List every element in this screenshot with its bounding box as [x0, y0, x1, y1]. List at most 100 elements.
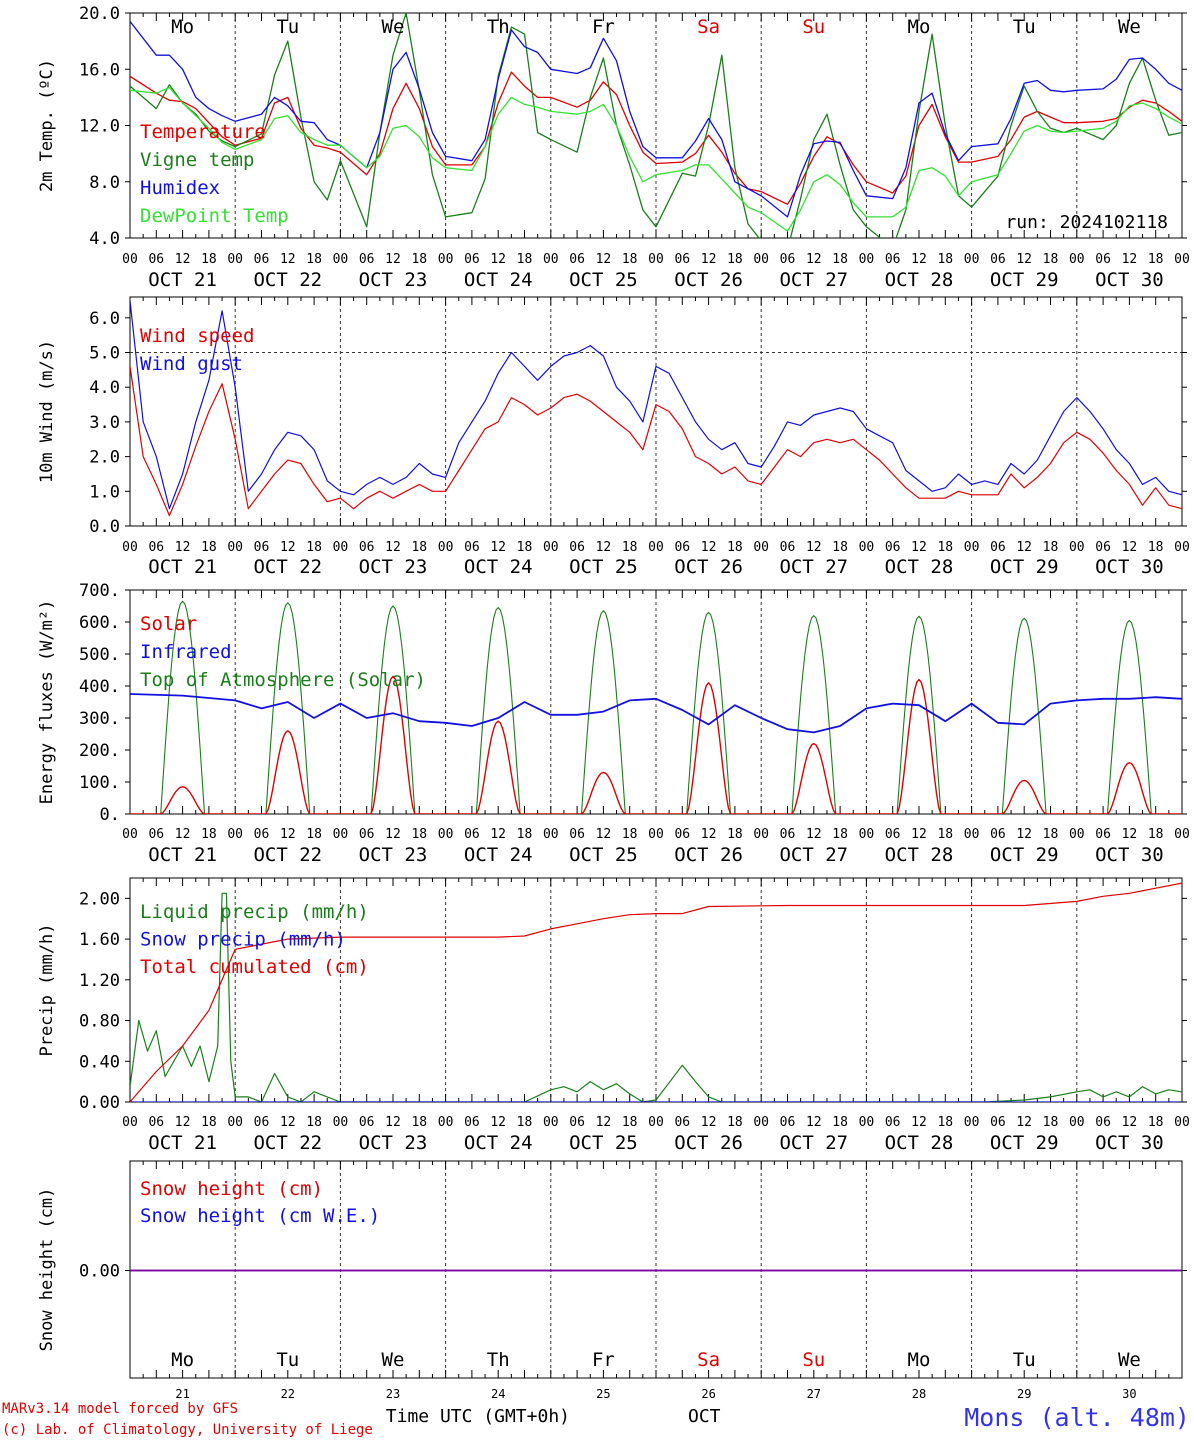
hour-tick-label: 12: [701, 540, 717, 555]
hour-tick-label: 06: [148, 540, 164, 555]
date-label: OCT 21: [148, 1132, 217, 1154]
series-dewpoint-temp: [130, 86, 1182, 232]
hour-tick-label: 12: [911, 252, 927, 267]
hour-tick-label: 00: [438, 827, 454, 842]
hour-tick-label: 06: [359, 252, 375, 267]
hour-tick-label: 06: [1095, 252, 1111, 267]
day-number: 25: [596, 1387, 610, 1401]
date-label: OCT 27: [779, 844, 848, 866]
hour-tick-label: 18: [727, 1115, 743, 1130]
hour-tick-label: 06: [464, 252, 480, 267]
hour-tick-label: 12: [701, 827, 717, 842]
date-label: OCT 21: [148, 269, 217, 291]
hour-tick-label: 06: [780, 540, 796, 555]
date-label: OCT 22: [253, 1132, 322, 1154]
hour-tick-label: 12: [385, 252, 401, 267]
weekday-label: Sa: [697, 1349, 720, 1371]
y-tick-label: 12.0: [79, 117, 120, 137]
hour-tick-label: 06: [569, 1115, 585, 1130]
series-temperature: [130, 71, 1182, 205]
hour-tick-label: 18: [517, 252, 533, 267]
hour-tick-label: 00: [333, 1115, 349, 1130]
y-axis-label: Energy fluxes (W/m²): [37, 600, 57, 805]
hour-tick-label: 18: [937, 540, 953, 555]
hour-tick-label: 06: [674, 252, 690, 267]
date-label: OCT 25: [569, 556, 638, 578]
y-tick-label: 0.0: [89, 517, 120, 537]
hour-tick-label: 06: [569, 252, 585, 267]
hour-tick-label: 06: [254, 540, 270, 555]
y-tick-label: 5.0: [89, 344, 120, 364]
x-axis-title: Time UTC (GMT+0h): [386, 1406, 570, 1427]
hour-tick-label: 12: [701, 252, 717, 267]
legend-temperature: Temperature: [140, 121, 266, 143]
date-label: OCT 30: [1095, 556, 1164, 578]
series-humidex: [130, 21, 1182, 218]
hour-tick-label: 06: [464, 827, 480, 842]
hour-tick-label: 06: [990, 1115, 1006, 1130]
legend-infrared: Infrared: [140, 641, 232, 663]
hour-tick-label: 12: [175, 827, 191, 842]
hour-tick-label: 06: [569, 540, 585, 555]
hour-tick-label: 00: [1174, 540, 1190, 555]
hour-tick-label: 18: [1148, 827, 1164, 842]
weekday-label: Mo: [908, 1349, 931, 1371]
hour-tick-label: 12: [1122, 252, 1138, 267]
date-label: OCT 26: [674, 844, 743, 866]
hour-tick-label: 06: [885, 540, 901, 555]
hour-tick-label: 12: [1016, 540, 1032, 555]
hour-tick-label: 00: [964, 252, 980, 267]
hour-tick-label: 06: [464, 540, 480, 555]
y-tick-label: 300.: [79, 709, 120, 729]
date-label: OCT 27: [779, 269, 848, 291]
hour-tick-label: 06: [990, 540, 1006, 555]
legend-snow-height-cm-w-e: Snow height (cm W.E.): [140, 1205, 380, 1227]
y-axis-label: Precip (mm/h): [37, 923, 57, 1056]
hour-tick-label: 12: [911, 1115, 927, 1130]
hour-tick-label: 18: [411, 1115, 427, 1130]
date-label: OCT 25: [569, 269, 638, 291]
weekday-label: Mo: [171, 1349, 194, 1371]
hour-tick-label: 00: [648, 252, 664, 267]
hour-tick-label: 18: [832, 1115, 848, 1130]
weekday-label: We: [382, 1349, 405, 1371]
y-tick-label: 4.0: [89, 229, 120, 249]
hour-tick-label: 00: [122, 252, 138, 267]
hour-tick-label: 12: [911, 827, 927, 842]
y-tick-label: 8.0: [89, 173, 120, 193]
hour-tick-label: 00: [859, 1115, 875, 1130]
hour-tick-label: 18: [1148, 540, 1164, 555]
hour-tick-label: 18: [832, 827, 848, 842]
date-label: OCT 26: [674, 556, 743, 578]
series-wind-gust: [130, 300, 1182, 510]
hour-tick-label: 12: [490, 1115, 506, 1130]
hour-tick-label: 00: [964, 1115, 980, 1130]
hour-tick-label: 12: [596, 1115, 612, 1130]
hour-tick-label: 18: [937, 252, 953, 267]
hour-tick-label: 00: [1069, 252, 1085, 267]
weekday-label: We: [1118, 16, 1141, 38]
hour-tick-label: 00: [227, 252, 243, 267]
hour-tick-label: 18: [306, 827, 322, 842]
hour-tick-label: 12: [1122, 540, 1138, 555]
y-tick-label: 0.80: [79, 1012, 120, 1032]
date-label: OCT 27: [779, 1132, 848, 1154]
hour-tick-label: 06: [148, 252, 164, 267]
hour-tick-label: 00: [543, 540, 559, 555]
hour-tick-label: 06: [885, 827, 901, 842]
y-tick-label: 1.20: [79, 971, 120, 991]
y-tick-label: 500.: [79, 645, 120, 665]
y-tick-label: 700.: [79, 581, 120, 601]
hour-tick-label: 00: [438, 540, 454, 555]
hour-tick-label: 00: [1174, 252, 1190, 267]
date-label: OCT 29: [990, 844, 1059, 866]
hour-tick-label: 06: [1095, 1115, 1111, 1130]
date-label: OCT 22: [253, 269, 322, 291]
hour-tick-label: 00: [859, 252, 875, 267]
hour-tick-label: 00: [333, 540, 349, 555]
hour-tick-label: 18: [1043, 1115, 1059, 1130]
hour-tick-label: 00: [438, 252, 454, 267]
hour-tick-label: 18: [201, 252, 217, 267]
hour-tick-label: 18: [727, 252, 743, 267]
date-label: OCT 29: [990, 556, 1059, 578]
